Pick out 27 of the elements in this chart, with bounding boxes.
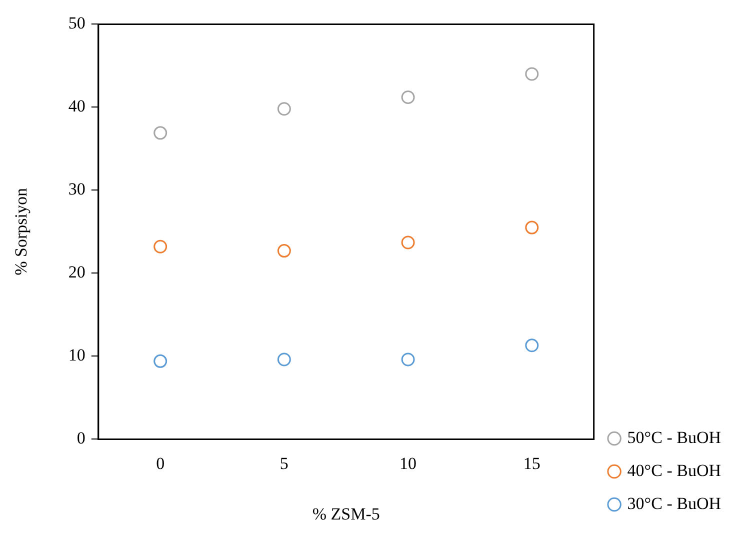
x-tick-label: 10 bbox=[400, 454, 417, 473]
point bbox=[401, 352, 415, 366]
point bbox=[401, 90, 415, 104]
point bbox=[154, 354, 168, 368]
x-tick-label: 15 bbox=[523, 454, 540, 473]
point bbox=[277, 352, 291, 366]
point bbox=[277, 102, 291, 116]
x-tick-label: 0 bbox=[156, 454, 165, 473]
point bbox=[277, 244, 291, 258]
point bbox=[401, 236, 415, 250]
y-tick-label: 0 bbox=[76, 428, 86, 448]
legend-label: 30°C - BuOH bbox=[627, 494, 722, 513]
point bbox=[154, 240, 168, 254]
point bbox=[525, 67, 539, 81]
y-tick-label: 10 bbox=[68, 346, 86, 365]
x-axis-title: % ZSM-5 bbox=[312, 504, 380, 524]
point bbox=[525, 220, 539, 234]
y-tick-label: 30 bbox=[68, 180, 86, 199]
point bbox=[154, 126, 168, 140]
y-axis-title: % Sorpsiyon bbox=[12, 188, 31, 276]
x-tick-label: 5 bbox=[280, 454, 288, 473]
legend-label: 40°C - BuOH bbox=[627, 460, 722, 480]
y-tick-label: 50 bbox=[68, 14, 86, 33]
y-tick-label: 20 bbox=[68, 262, 86, 282]
y-tick-label: 40 bbox=[68, 96, 86, 116]
legend-label: 50°C - BuOH bbox=[627, 428, 722, 447]
point bbox=[525, 338, 539, 352]
